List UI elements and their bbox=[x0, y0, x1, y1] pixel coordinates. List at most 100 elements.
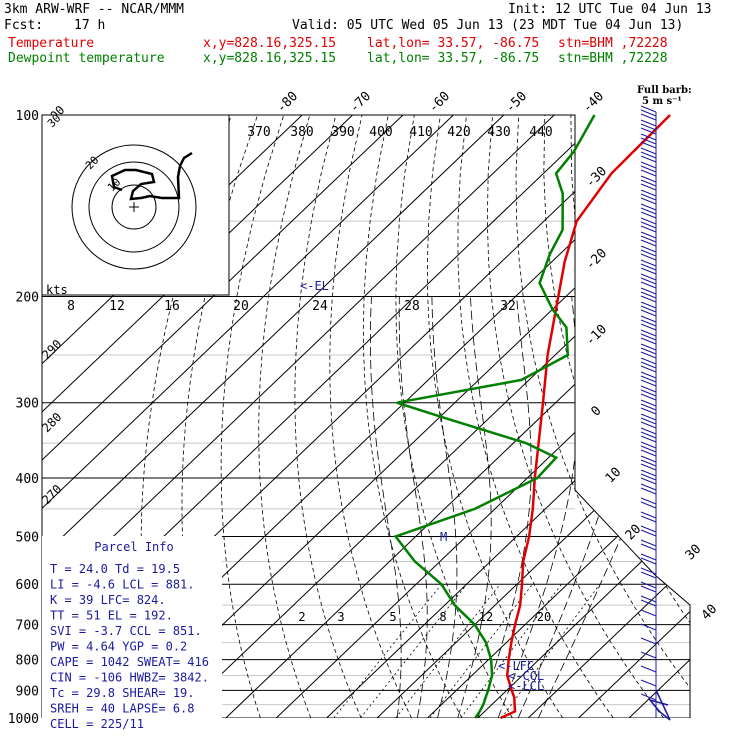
wind-barb bbox=[640, 175, 657, 183]
mixing-ratio-label: 20 bbox=[537, 610, 551, 624]
wind-barb bbox=[640, 245, 657, 253]
parcel-info-title: Parcel Info bbox=[94, 540, 173, 554]
wind-legend-title: Full barb: bbox=[637, 85, 692, 96]
wind-barb bbox=[640, 347, 657, 355]
dry-adiabat-line bbox=[622, 115, 690, 718]
wind-barbs bbox=[640, 105, 671, 721]
hodograph-tick-label: 28 bbox=[404, 299, 420, 314]
wind-barb bbox=[640, 319, 657, 327]
ccl-label: <-CCL bbox=[508, 669, 544, 683]
wind-barb bbox=[640, 211, 657, 219]
wind-barb bbox=[640, 137, 657, 145]
moist-adiabat-line bbox=[431, 296, 458, 718]
temperature-latlon: lat,lon= 33.57, -86.75 bbox=[367, 36, 540, 51]
wind-barb bbox=[640, 323, 657, 331]
wind-barb bbox=[640, 249, 657, 257]
isotherm-label: -40 bbox=[580, 89, 607, 116]
isotherm-line bbox=[42, 115, 404, 718]
wind-barb bbox=[640, 239, 657, 247]
hodograph-tick-label: 8 bbox=[67, 299, 75, 314]
wind-barb bbox=[640, 225, 657, 233]
mixing-ratio-label: 12 bbox=[479, 610, 493, 624]
hodograph-tick-label: 16 bbox=[164, 299, 180, 314]
wind-barb bbox=[640, 403, 657, 411]
isotherm-line bbox=[42, 115, 353, 718]
wind-barb bbox=[640, 427, 657, 435]
wind-barb bbox=[640, 183, 657, 191]
wind-barb bbox=[640, 203, 657, 211]
dry-adiabat-line bbox=[457, 115, 614, 718]
fcst-hours: 17 h bbox=[74, 18, 106, 33]
dry-adiabat-line bbox=[728, 115, 740, 718]
parcel-info-box: Parcel Info T = 24.0 Td = 19.5 LI = -4.6 L… bbox=[42, 536, 222, 731]
hodograph-tick-label: 24 bbox=[312, 299, 328, 314]
wind-barb bbox=[640, 105, 657, 113]
isotherm-line bbox=[427, 115, 690, 718]
moist-adiabat-line bbox=[398, 296, 428, 718]
isotherm-label: -80 bbox=[274, 89, 301, 116]
pressure-tick-label: 300 bbox=[16, 397, 39, 412]
mixing-ratio-line bbox=[360, 583, 468, 718]
wind-barb bbox=[640, 235, 657, 243]
wind-barb bbox=[640, 571, 657, 579]
wind-barb bbox=[640, 277, 657, 285]
isotherm-line bbox=[376, 115, 690, 718]
isotherm-label: -30 bbox=[583, 164, 610, 191]
wind-barb bbox=[640, 193, 657, 201]
wind-barb bbox=[640, 455, 657, 463]
wind-barb bbox=[640, 123, 657, 131]
isotherm-label: 30 bbox=[683, 542, 705, 564]
wind-barb bbox=[640, 151, 657, 159]
wind-barb bbox=[640, 217, 657, 225]
wind-barb bbox=[640, 169, 657, 177]
theta-label: 390 bbox=[331, 125, 354, 140]
wind-barb bbox=[640, 473, 657, 481]
moist-adiabat-line bbox=[369, 296, 402, 718]
wind-barb bbox=[640, 665, 657, 673]
dry-adiabat-line bbox=[294, 115, 362, 718]
wind-barb bbox=[640, 179, 657, 187]
wind-barb bbox=[640, 445, 657, 453]
hodograph-ring bbox=[88, 161, 180, 253]
wind-barb bbox=[640, 371, 657, 379]
isotherm-line bbox=[42, 115, 454, 718]
moist-adiabat-line bbox=[457, 296, 492, 718]
wind-barb bbox=[640, 133, 657, 141]
dry-adiabat-line bbox=[543, 115, 690, 718]
wind-barb bbox=[640, 231, 657, 239]
parcel-info-row: CIN = -106 HWBZ= 3842. bbox=[50, 671, 209, 685]
wind-barb bbox=[640, 389, 657, 397]
theta-label: 290 bbox=[39, 337, 64, 362]
wind-barb bbox=[640, 441, 657, 449]
wind-barb bbox=[640, 281, 657, 289]
parcel-info-bg bbox=[42, 536, 222, 718]
hodograph-axis-label: kts bbox=[46, 283, 68, 297]
wind-barb bbox=[640, 361, 657, 369]
wind-barb bbox=[640, 637, 657, 645]
wind-barb-cluster bbox=[647, 689, 671, 721]
wind-barb bbox=[640, 305, 657, 313]
wind-barb bbox=[640, 109, 657, 117]
wind-barb bbox=[640, 557, 657, 565]
pressure-tick-label: 400 bbox=[16, 472, 39, 487]
mixing-ratio-line bbox=[501, 583, 601, 718]
isotherm-line bbox=[42, 115, 555, 718]
wind-barb bbox=[640, 525, 657, 533]
theta-label: 420 bbox=[447, 125, 470, 140]
lfc-label: <-LFC bbox=[498, 659, 534, 673]
dry-adiabat-line bbox=[674, 115, 690, 718]
wind-barb bbox=[640, 511, 657, 519]
wind-barb bbox=[640, 393, 657, 401]
pressure-tick-label: 500 bbox=[16, 530, 39, 545]
parcel-info-row: SVI = -3.7 CCL = 851. bbox=[50, 624, 202, 638]
pressure-tick-label: 200 bbox=[16, 291, 39, 306]
wind-barb bbox=[640, 483, 657, 491]
wind-barb bbox=[640, 343, 657, 351]
parcel-info-row: SREH = 40 LAPSE= 6.8 bbox=[50, 702, 195, 716]
dewpoint-trace bbox=[393, 114, 596, 719]
hodograph-tick-label: 20 bbox=[233, 299, 249, 314]
wind-barb bbox=[640, 515, 657, 523]
pressure-tick-label: 900 bbox=[16, 684, 39, 699]
wind-barb bbox=[640, 497, 657, 505]
el-label: <-EL bbox=[300, 279, 329, 293]
